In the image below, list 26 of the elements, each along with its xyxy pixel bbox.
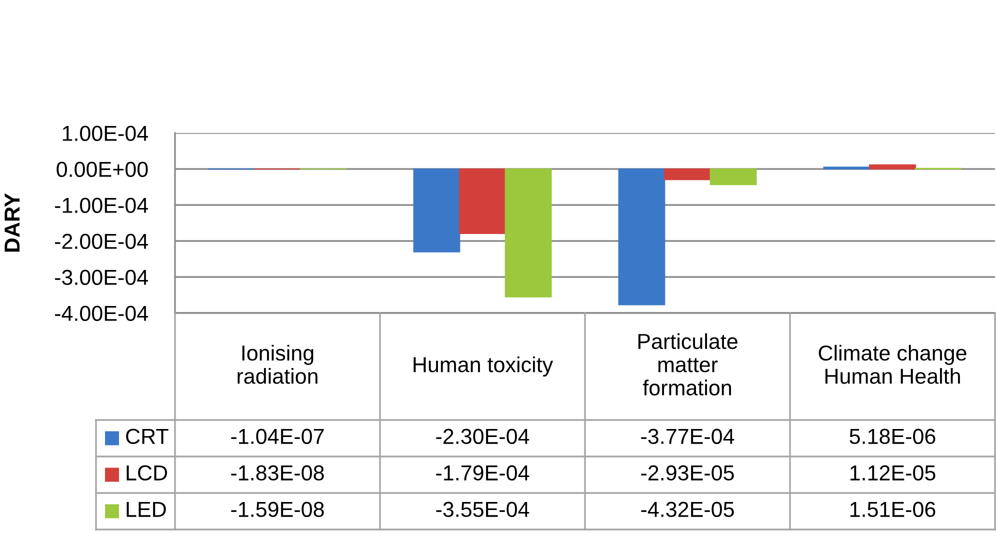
- data-label: -3.77E-04: [641, 428, 734, 444]
- data-label: 1.12E-05: [850, 465, 936, 481]
- y-tick-label: 1.00E-04: [62, 126, 148, 142]
- data-label: -1.83E-08: [231, 465, 324, 481]
- data-label: -2.30E-04: [436, 428, 530, 444]
- data-label: -1.79E-04: [436, 465, 530, 481]
- data-label: -3.55E-04: [436, 502, 530, 518]
- data-label: 5.18E-06: [850, 428, 936, 444]
- y-tick-label: -2.00E-04: [55, 234, 148, 250]
- data-label: -1.59E-08: [231, 502, 324, 518]
- x-tick-label: Human toxicity: [414, 356, 554, 377]
- data-label: 1.51E-06: [850, 502, 936, 518]
- y-tick-label: -1.00E-04: [55, 198, 148, 214]
- data-label: -1.04E-07: [231, 428, 324, 444]
- y-tick-label: -4.00E-04: [55, 306, 148, 322]
- data-label: -2.93E-05: [641, 465, 734, 481]
- x-tick-label: Climate change Human Health: [818, 344, 966, 384]
- x-tick-label: Ionising radiation: [238, 344, 318, 384]
- legend-label: LED: [126, 502, 166, 517]
- data-label: -4.32E-05: [641, 502, 734, 518]
- y-tick-label: 0.00E+00: [56, 162, 148, 178]
- legend-label: LCD: [126, 465, 168, 481]
- y-axis-title: DARY: [4, 193, 20, 252]
- x-tick-label: Particulate matter formation: [638, 333, 738, 396]
- y-tick-label: -3.00E-04: [55, 270, 148, 286]
- legend-label: CRT: [126, 428, 168, 444]
